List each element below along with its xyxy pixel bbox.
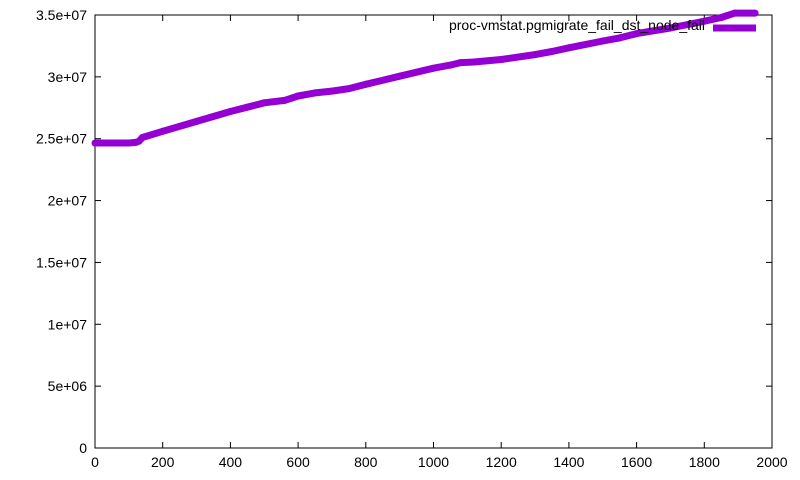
x-tick-label: 1200 <box>486 454 517 470</box>
data-point <box>446 61 454 69</box>
x-tick-label: 1600 <box>621 454 652 470</box>
data-point <box>159 127 167 135</box>
x-axis: 0 200 400 600 800 1000 1200 1400 1600 1800 2000 <box>91 15 788 470</box>
y-tick-label: 3.5e+07 <box>36 7 87 23</box>
data-point <box>396 72 404 80</box>
y-tick-label: 2.5e+07 <box>36 131 87 147</box>
data-point <box>91 139 99 147</box>
data-point <box>345 85 353 93</box>
data-point <box>470 58 478 66</box>
data-point <box>457 59 465 67</box>
x-tick-label: 200 <box>151 454 175 470</box>
data-point <box>125 139 133 147</box>
data-point <box>311 89 319 97</box>
legend: proc-vmstat.pgmigrate_fail_dst_node_fail <box>449 17 756 33</box>
data-point <box>700 17 708 25</box>
y-tick-label: 1.5e+07 <box>36 254 87 270</box>
data-point <box>731 9 739 17</box>
y-tick-label: 2e+07 <box>48 193 88 209</box>
data-point <box>362 80 370 88</box>
data-point <box>497 56 505 63</box>
data-point <box>599 37 607 45</box>
data-point <box>717 14 725 21</box>
data-point <box>226 108 234 115</box>
data-point <box>430 64 437 72</box>
data-point <box>633 30 641 38</box>
x-tick-label: 2000 <box>756 454 787 470</box>
x-tick-label: 1400 <box>553 454 584 470</box>
data-point <box>294 92 302 100</box>
data-point <box>565 44 573 52</box>
data-point <box>751 9 759 17</box>
legend-label: proc-vmstat.pgmigrate_fail_dst_node_fail <box>449 17 705 33</box>
x-tick-label: 800 <box>354 454 378 470</box>
data-point <box>193 117 201 125</box>
data-point <box>666 24 674 32</box>
y-tick-label: 5e+06 <box>48 378 88 394</box>
data-point <box>108 139 116 147</box>
x-tick-label: 1800 <box>689 454 720 470</box>
series-layer <box>91 9 759 147</box>
data-point <box>138 134 146 141</box>
y-tick-label: 3e+07 <box>48 69 88 85</box>
data-point <box>531 51 539 59</box>
data-point <box>548 48 556 55</box>
x-tick-label: 600 <box>286 454 310 470</box>
data-point <box>328 87 336 95</box>
data-point <box>281 96 289 104</box>
y-tick-label: 1e+07 <box>48 316 88 332</box>
data-point <box>616 34 624 42</box>
data-point <box>260 99 268 107</box>
x-tick-label: 400 <box>219 454 243 470</box>
x-tick-label: 0 <box>91 454 99 470</box>
y-axis: 0 5e+06 1e+07 1.5e+07 2e+07 2.5e+07 3e+07 3.5e+… <box>36 7 772 456</box>
series-line <box>95 9 756 147</box>
x-tick-label: 1000 <box>418 454 449 470</box>
data-point <box>243 103 251 111</box>
y-tick-label: 0 <box>79 440 87 456</box>
